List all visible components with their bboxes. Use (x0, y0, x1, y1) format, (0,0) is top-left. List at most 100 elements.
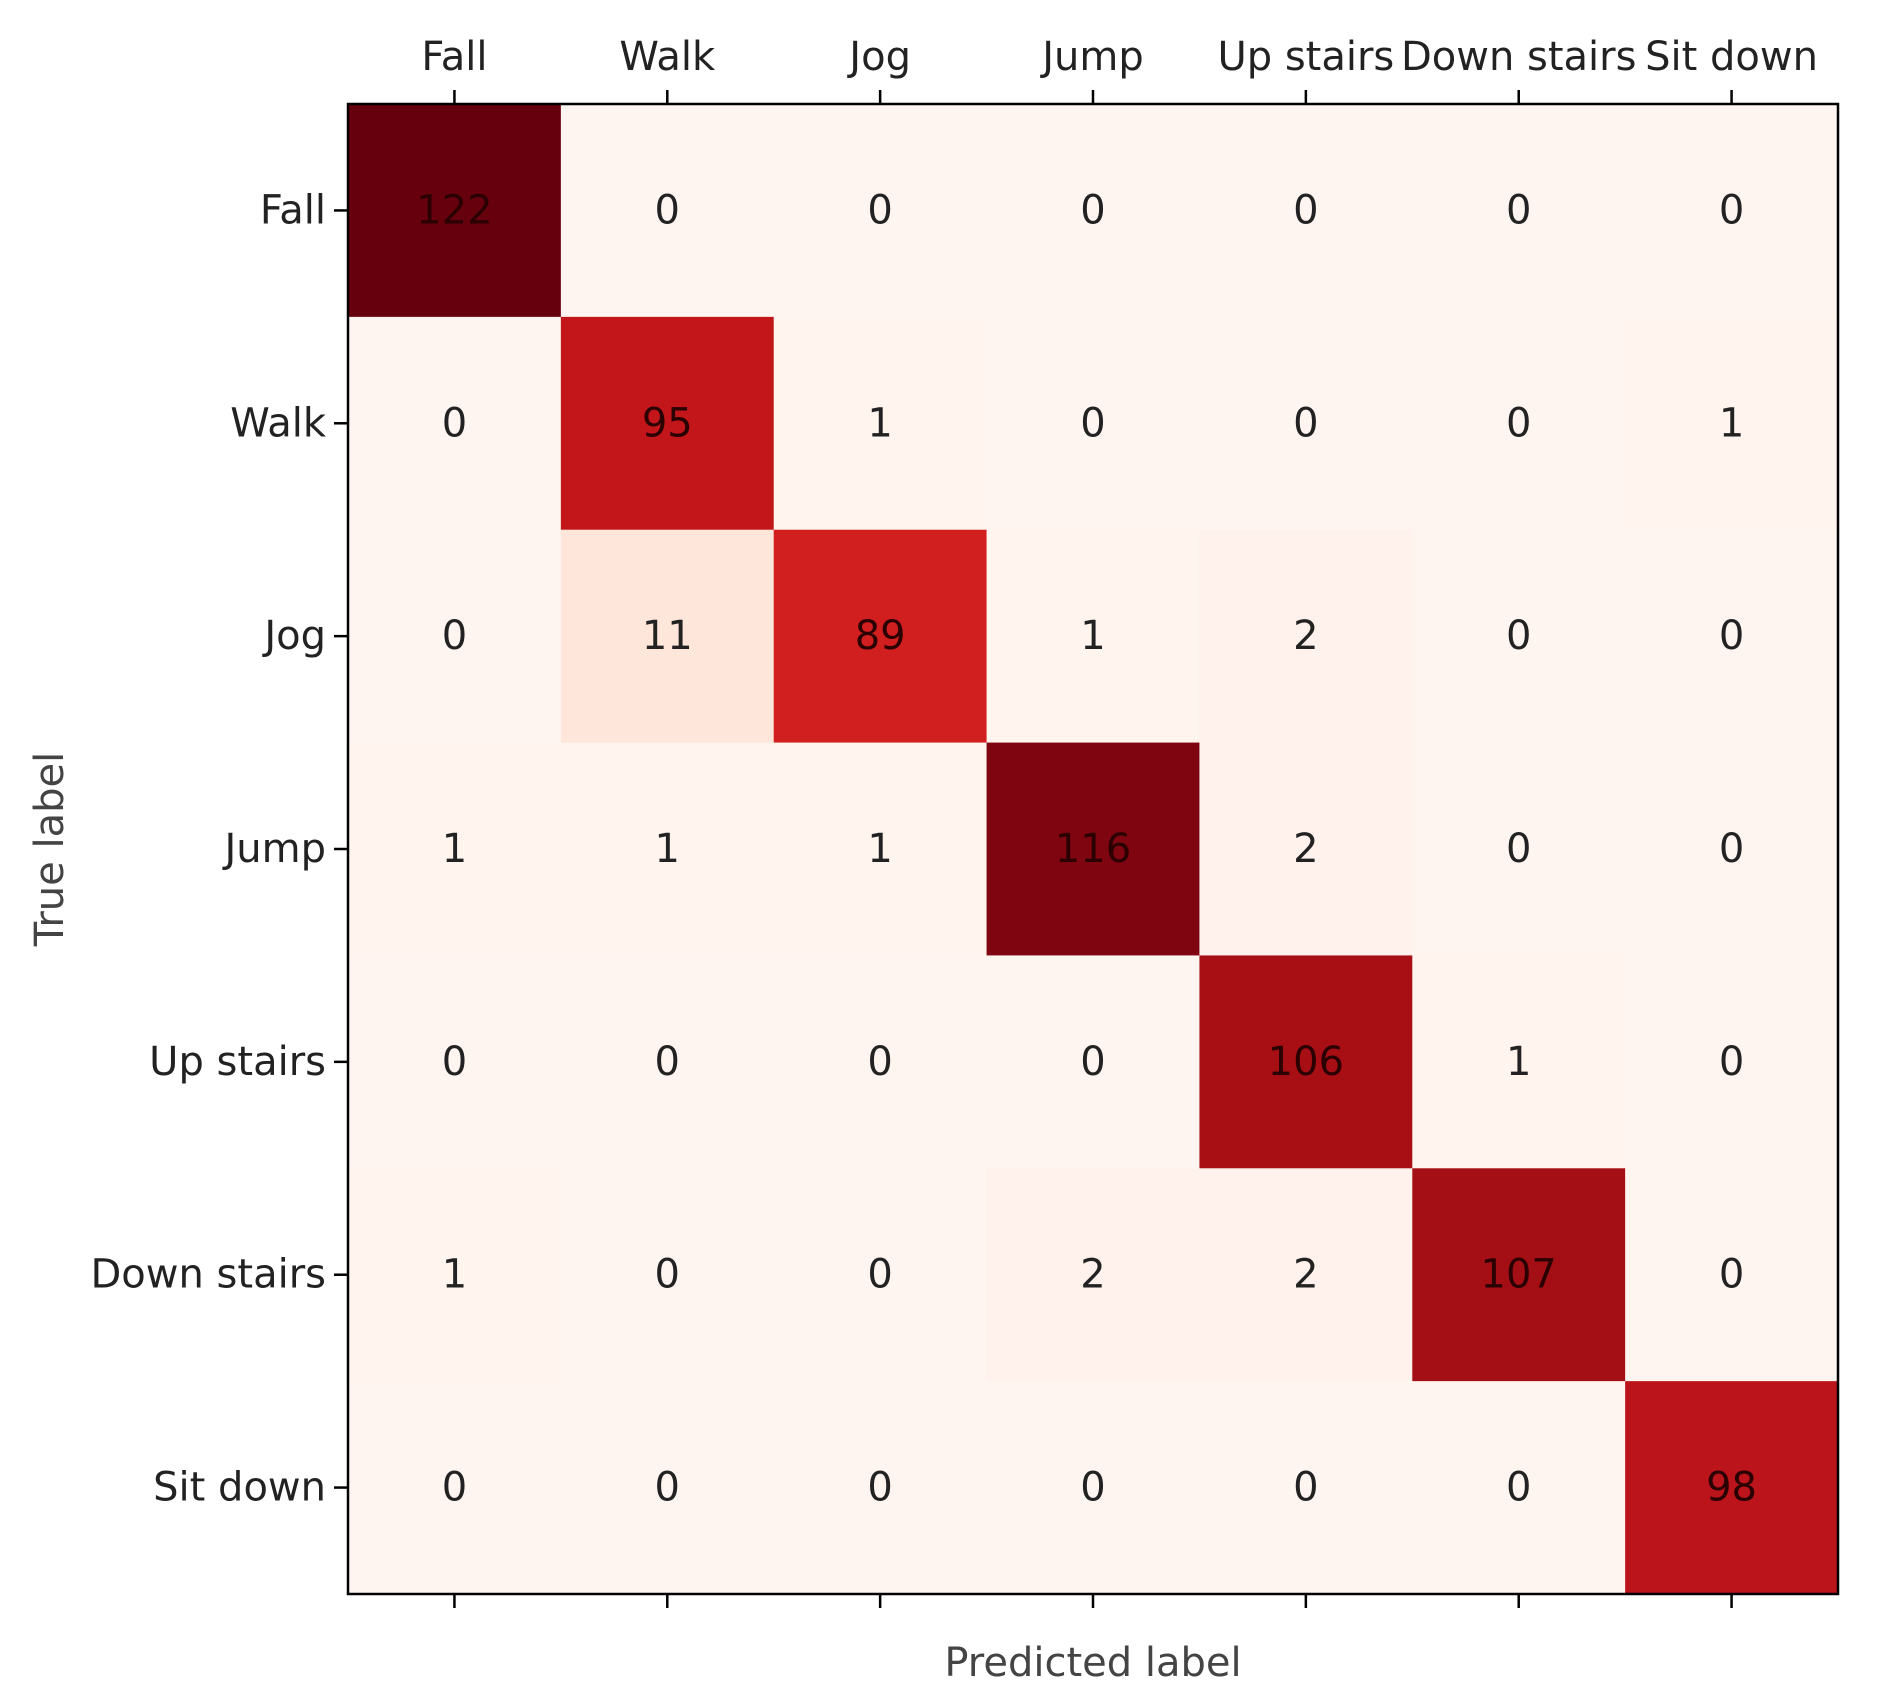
cell-value-label: 116 (1055, 826, 1131, 872)
cell-value-label: 0 (1719, 187, 1744, 233)
heatmap-cell (986, 955, 1200, 1169)
x-tick-label: Sit down (1645, 34, 1818, 80)
heatmap-cell (348, 104, 562, 318)
heatmap-cell (560, 316, 775, 531)
heatmap-cell (1199, 1381, 1413, 1595)
cell-value-label: 0 (442, 400, 467, 446)
cell-value-label: 2 (1293, 1252, 1318, 1298)
heatmap-cell (560, 529, 775, 744)
x-axis-label: Predicted label (944, 1640, 1241, 1683)
cell-value-label: 0 (1719, 1252, 1744, 1298)
cell-value-label: 0 (442, 1465, 467, 1511)
cell-value-label: 0 (867, 187, 892, 233)
heatmap-cell (560, 1381, 775, 1595)
heatmap-cell (773, 529, 988, 744)
heatmap-cell (1412, 955, 1626, 1169)
cell-value-label: 1 (1719, 400, 1744, 446)
heatmap-cell (986, 742, 1200, 956)
cell-value-label: 1 (867, 400, 892, 446)
heatmap-cell (1625, 955, 1839, 1169)
x-tick-label: Jog (846, 34, 911, 80)
cell-value-label: 1 (655, 826, 680, 872)
cell-value-label: 0 (1506, 1465, 1531, 1511)
heatmap-cell (1199, 104, 1413, 318)
cell-value-label: 0 (655, 1252, 680, 1298)
heatmap-cell (773, 1168, 988, 1382)
heatmap-cell (1199, 955, 1413, 1169)
cell-value-label: 0 (1293, 1465, 1318, 1511)
heatmap-cell (1412, 529, 1626, 744)
cell-value-label: 122 (416, 187, 492, 233)
x-tick-label: Walk (619, 34, 716, 80)
cell-value-label: 1 (442, 1252, 467, 1298)
x-tick-labels: Fall Walk Jog Jump Up stairs Down stairs Sit d… (421, 34, 1818, 80)
heatmap-cell (1412, 1168, 1626, 1382)
y-tick-label: Walk (230, 400, 327, 446)
heatmap-cells (348, 104, 1839, 1595)
y-tick-labels: Fall Walk Jog Jump Up stairs Down stairs Sit d… (91, 187, 327, 1510)
x-tick-label: Up stairs (1217, 34, 1394, 80)
heatmap-cell (1199, 742, 1413, 956)
cell-value-label: 0 (442, 1039, 467, 1085)
heatmap-cell (348, 316, 562, 531)
heatmap-cell (560, 742, 775, 956)
heatmap-cell (560, 1168, 775, 1382)
heatmap-cell (986, 104, 1200, 318)
cell-value-label: 0 (867, 1039, 892, 1085)
cell-value-label: 95 (642, 400, 693, 446)
heatmap-cell (986, 316, 1200, 531)
cell-value-label: 2 (1080, 1252, 1105, 1298)
heatmap-cell (1412, 104, 1626, 318)
cell-value-label: 0 (1080, 1465, 1105, 1511)
cell-value-label: 0 (1506, 187, 1531, 233)
heatmap-cell (773, 955, 988, 1169)
heatmap-cell (348, 742, 562, 956)
heatmap-cell (773, 316, 988, 531)
heatmap-cell (1625, 316, 1839, 531)
heatmap-cell (1199, 316, 1413, 531)
cell-value-label: 0 (867, 1252, 892, 1298)
heatmap-cell (560, 955, 775, 1169)
heatmap-cell-labels: 122 0 0 0 0 0 00 95 1 0 0 0 10 11 89 1 2 0 01 1 1 116 2 0 00 0 0 0 1… (416, 187, 1757, 1510)
heatmap-cell (1412, 742, 1626, 956)
cell-value-label: 0 (1719, 1039, 1744, 1085)
cell-value-label: 2 (1293, 613, 1318, 659)
heatmap-cell (986, 1381, 1200, 1595)
heatmap-cell (1412, 316, 1626, 531)
heatmap-cell (1199, 529, 1413, 744)
cell-value-label: 1 (442, 826, 467, 872)
y-axis-label: True label (27, 752, 73, 947)
heatmap-cell (1625, 1168, 1839, 1382)
heatmap-cell (773, 1381, 988, 1595)
heatmap-cell (1625, 742, 1839, 956)
cell-value-label: 0 (1506, 613, 1531, 659)
cell-value-label: 2 (1293, 826, 1318, 872)
cell-value-label: 11 (642, 613, 693, 659)
heatmap-cell (560, 104, 775, 318)
heatmap-cell (348, 1381, 562, 1595)
cell-value-label: 0 (655, 187, 680, 233)
cell-value-label: 0 (1506, 826, 1531, 872)
y-tick-label: Down stairs (91, 1252, 327, 1298)
cell-value-label: 0 (655, 1465, 680, 1511)
cell-value-label: 0 (1080, 1039, 1105, 1085)
heatmap-cell (986, 529, 1200, 744)
cell-value-label: 106 (1268, 1039, 1344, 1085)
cell-value-label: 89 (855, 613, 906, 659)
cell-value-label: 0 (655, 1039, 680, 1085)
x-tick-label: Fall (421, 34, 487, 80)
axis-ticks (334, 90, 1733, 1608)
cell-value-label: 0 (867, 1465, 892, 1511)
x-tick-label: Down stairs (1401, 34, 1637, 80)
heatmap-cell (1625, 1381, 1839, 1595)
y-tick-label: Up stairs (149, 1039, 326, 1085)
cell-value-label: 1 (1080, 613, 1105, 659)
heatmap-cell (1199, 1168, 1413, 1382)
heatmap-cell (348, 529, 562, 744)
heatmap-cell (1412, 1381, 1626, 1595)
y-tick-label: Jog (261, 613, 326, 659)
cell-value-label: 0 (1506, 400, 1531, 446)
cell-value-label: 107 (1481, 1252, 1557, 1298)
heatmap-cell (773, 742, 988, 956)
